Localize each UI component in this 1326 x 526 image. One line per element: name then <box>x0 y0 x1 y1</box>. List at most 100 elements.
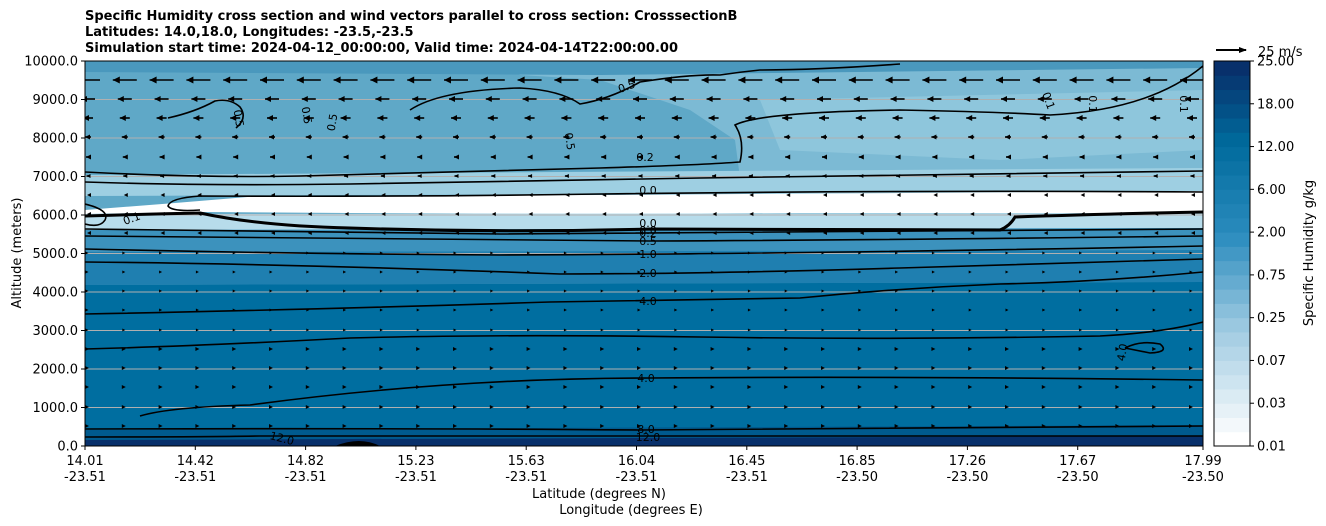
y-tick-label: 5000.0 <box>33 247 79 262</box>
wind-vector <box>375 96 390 102</box>
wind-vector <box>894 405 899 409</box>
wind-vector <box>160 193 165 197</box>
wind-vector <box>896 193 901 197</box>
wind-vector <box>370 76 395 84</box>
wind-vector <box>123 212 128 216</box>
wind-vector <box>453 347 457 351</box>
wind-vector <box>1189 385 1193 389</box>
wind-vector <box>417 154 423 160</box>
wind-vector <box>85 405 89 409</box>
wind-vector <box>490 270 494 274</box>
contour-line <box>85 170 1203 186</box>
wind-vector <box>1189 289 1193 293</box>
wind-vector <box>784 328 788 332</box>
wind-vector <box>1005 405 1009 409</box>
wind-vector <box>233 174 238 178</box>
wind-vector <box>565 212 570 216</box>
wind-vector <box>197 231 202 235</box>
wind-vector <box>712 193 717 197</box>
wind-vector <box>748 154 754 160</box>
wind-vector <box>122 308 126 312</box>
wind-vector <box>1143 76 1168 84</box>
wind-vector <box>896 174 901 178</box>
wind-vector <box>232 366 237 370</box>
wind-vector <box>343 308 347 312</box>
wind-vector <box>858 328 862 332</box>
wind-vector <box>85 251 89 255</box>
wind-vector <box>490 289 494 293</box>
wind-vector <box>1189 366 1193 370</box>
wind-vector <box>195 366 200 370</box>
wind-vector <box>596 96 611 102</box>
contour-label: 0.0 <box>639 184 657 197</box>
wind-vector <box>1152 405 1157 409</box>
wind-vector <box>600 308 604 312</box>
wind-vector <box>1152 134 1159 140</box>
band-surface-bump <box>335 441 380 446</box>
colorbar-band <box>1214 246 1250 262</box>
wind-vector <box>745 115 756 121</box>
wind-vector <box>784 385 789 389</box>
wind-vector <box>269 424 273 428</box>
wind-vector <box>380 174 385 178</box>
wind-vector <box>305 385 310 389</box>
wind-vector <box>234 212 239 216</box>
wind-vector <box>416 289 420 293</box>
wind-vector <box>379 289 383 293</box>
colorbar-band <box>1214 132 1250 148</box>
colorbar-band <box>1214 160 1250 176</box>
colorbar-band <box>1214 403 1250 418</box>
wind-vector <box>416 270 420 274</box>
wind-vector <box>857 424 862 428</box>
wind-vector <box>711 328 715 332</box>
wind-vector <box>1080 231 1085 235</box>
wind-vector <box>1001 96 1015 102</box>
wind-vector <box>453 366 457 370</box>
colorbar-band <box>1214 374 1250 390</box>
wind-vector <box>489 366 494 370</box>
wind-vector <box>379 134 386 140</box>
wind-vector <box>1117 212 1122 216</box>
wind-vector <box>895 251 899 255</box>
wind-vector <box>969 154 975 160</box>
wind-vector <box>1154 212 1159 216</box>
wind-vector <box>191 96 206 102</box>
wind-vector <box>1115 424 1120 428</box>
wind-vector <box>122 270 126 274</box>
x-tick-label-lon: -23.51 <box>505 470 547 485</box>
wind-vector <box>749 231 754 235</box>
colorbar-band <box>1214 289 1250 304</box>
wind-vector <box>784 270 788 274</box>
wind-vector <box>1191 212 1195 216</box>
wind-vector <box>305 424 310 428</box>
wind-vector <box>821 405 825 409</box>
wind-vector <box>195 385 200 389</box>
wind-vector <box>1041 405 1046 409</box>
wind-vector <box>747 366 752 370</box>
wind-vector <box>344 231 349 235</box>
chart-title: Specific Humidity cross section and wind… <box>85 9 737 57</box>
wind-vector <box>968 251 972 255</box>
wind-vector <box>775 76 800 84</box>
wind-vector <box>600 405 605 409</box>
wind-vector <box>968 270 972 274</box>
wind-vector <box>892 115 903 121</box>
wind-vector <box>1185 96 1199 102</box>
wind-vector <box>749 212 754 216</box>
wind-vector <box>931 347 936 351</box>
wind-vector <box>491 193 496 197</box>
wind-vector <box>932 154 938 160</box>
wind-vector <box>379 347 384 351</box>
wind-vector <box>232 289 236 293</box>
wind-vector <box>711 251 715 255</box>
contour-label: 0.5 <box>562 132 578 151</box>
wind-vector <box>267 115 277 121</box>
wind-vector <box>639 212 643 216</box>
wind-vector <box>1080 174 1085 178</box>
wind-vector <box>675 174 680 178</box>
wind-vector <box>637 308 641 312</box>
wind-vector <box>1074 96 1089 102</box>
contour-label: 0.5 <box>616 78 637 96</box>
wind-vector <box>197 193 202 197</box>
